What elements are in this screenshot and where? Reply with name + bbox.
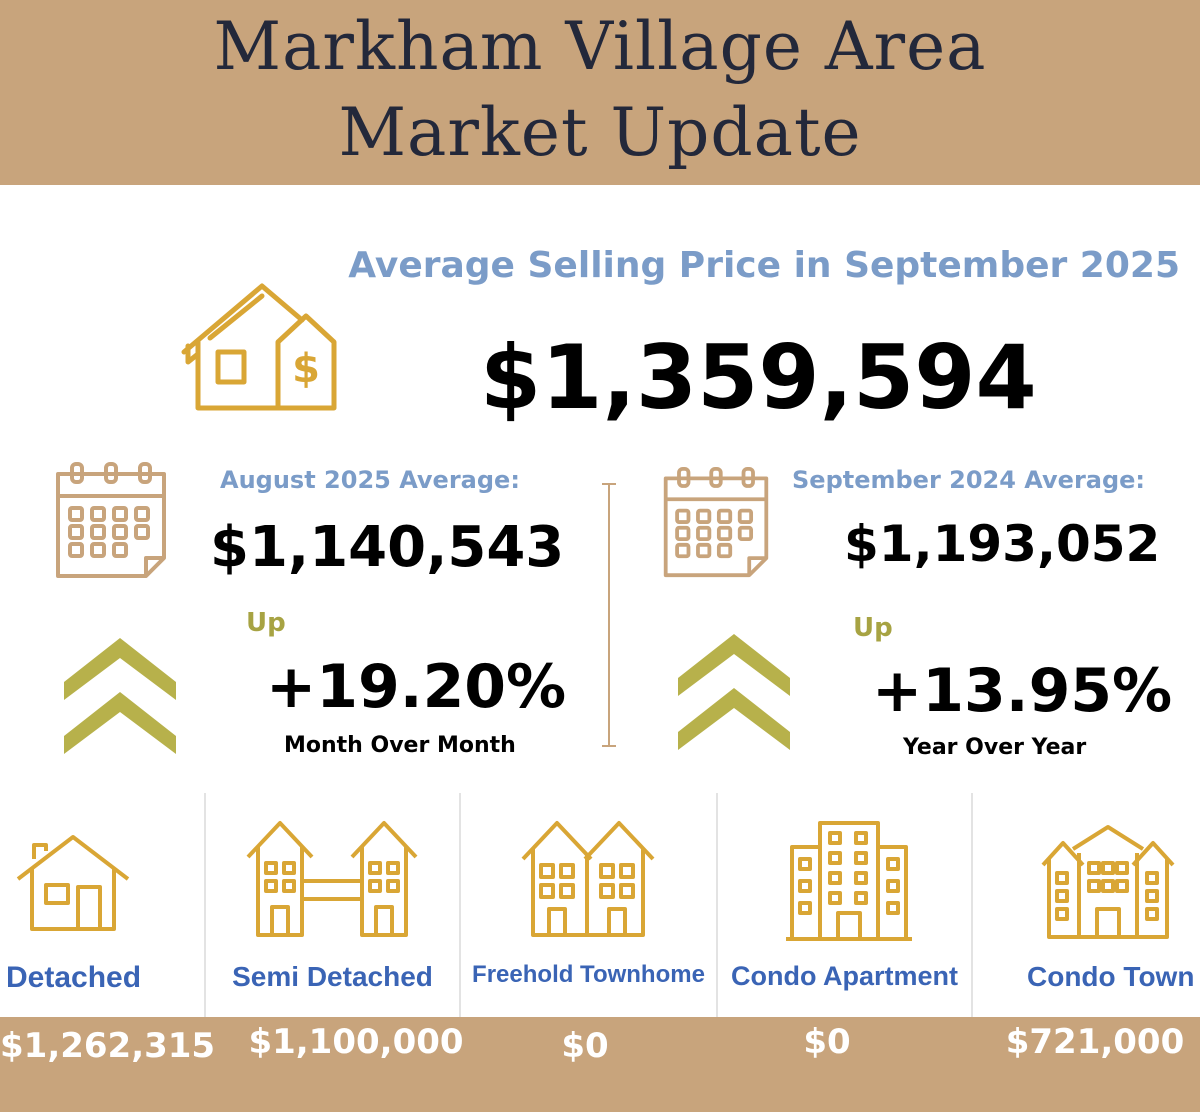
year-compare-price: $1,193,052 bbox=[844, 515, 1161, 573]
calendar-icon bbox=[663, 467, 769, 578]
year-change-caption: Year Over Year bbox=[903, 735, 1087, 760]
vertical-divider bbox=[602, 483, 616, 747]
property-type-label: Condo Apartment bbox=[731, 961, 958, 991]
month-change-caption: Month Over Month bbox=[284, 733, 516, 758]
average-price-title: Average Selling Price in September 2025 bbox=[348, 245, 1180, 286]
condo-town-price: $721,000 bbox=[1005, 1022, 1185, 1062]
year-compare-label: September 2024 Average: bbox=[792, 466, 1146, 494]
semi-detached-price: $1,100,000 bbox=[248, 1022, 464, 1062]
svg-text:$: $ bbox=[292, 346, 320, 392]
property-type-label: Detached bbox=[6, 961, 142, 994]
condo-town-icon bbox=[1041, 825, 1175, 939]
property-type-semi-detached: Semi Detached bbox=[206, 793, 459, 1018]
year-direction-label: Up bbox=[853, 613, 893, 643]
double-chevron-up-icon bbox=[64, 638, 176, 754]
month-direction-label: Up bbox=[246, 608, 286, 638]
property-type-label: Semi Detached bbox=[232, 961, 433, 992]
column-separator bbox=[459, 793, 461, 1018]
column-separator bbox=[716, 793, 718, 1018]
month-change-percent: +19.20% bbox=[266, 652, 567, 722]
header-banner: Markham Village Area Market Update bbox=[0, 0, 1200, 185]
property-type-label: Condo Town bbox=[1027, 961, 1195, 992]
semi-detached-house-icon bbox=[246, 821, 418, 937]
property-type-freehold-townhome: Freehold Townhome bbox=[461, 793, 716, 1018]
page-title-line-2: Market Update bbox=[338, 94, 862, 171]
freehold-townhome-price: $0 bbox=[561, 1026, 609, 1066]
average-price-value: $1,359,594 bbox=[480, 326, 1037, 429]
condo-apartment-price: $0 bbox=[803, 1022, 851, 1062]
detached-house-icon bbox=[16, 835, 130, 931]
property-type-detached: Detached bbox=[0, 793, 150, 1018]
double-chevron-up-icon bbox=[678, 634, 790, 750]
property-type-label: Freehold Townhome bbox=[472, 961, 705, 988]
month-compare-price: $1,140,543 bbox=[210, 515, 565, 580]
calendar-icon bbox=[56, 462, 166, 578]
column-separator bbox=[971, 793, 973, 1018]
detached-price: $1,262,315 bbox=[0, 1026, 216, 1066]
year-change-percent: +13.95% bbox=[872, 656, 1173, 726]
page-title-line-1: Markham Village Area bbox=[213, 8, 987, 85]
property-type-condo-apartment: Condo Apartment bbox=[718, 793, 971, 1018]
property-type-condo-town: Condo Town bbox=[973, 793, 1200, 1018]
freehold-townhome-icon bbox=[521, 821, 655, 937]
footer-price-band bbox=[0, 1017, 1200, 1112]
house-dollar-icon: $ bbox=[181, 283, 337, 411]
condo-apartment-icon bbox=[786, 821, 912, 941]
month-compare-label: August 2025 Average: bbox=[220, 466, 520, 494]
column-separator bbox=[204, 793, 206, 1018]
